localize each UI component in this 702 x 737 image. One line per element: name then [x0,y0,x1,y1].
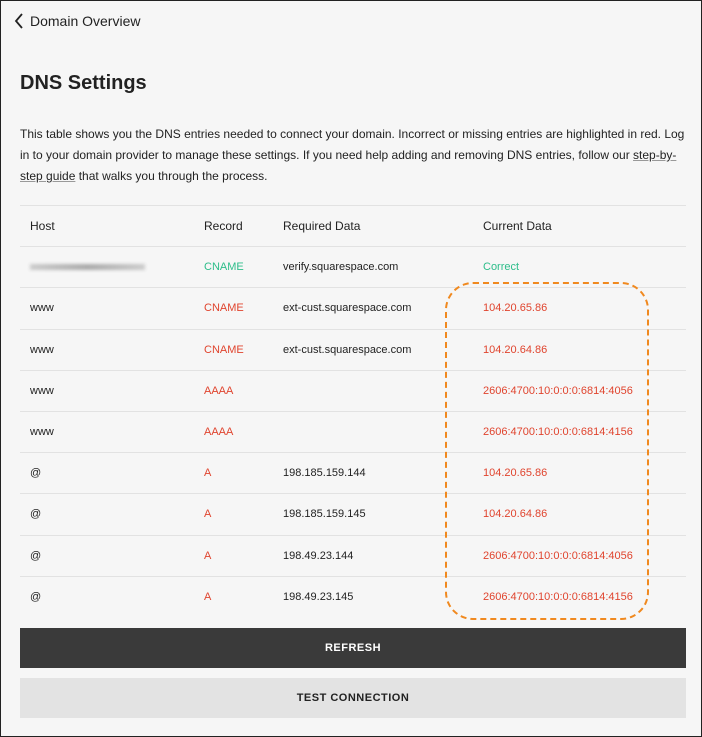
current-cell: 2606:4700:10:0:0:0:6814:4056 [483,384,633,397]
record-cell: A [204,591,212,604]
current-cell: 104.20.65.86 [483,467,548,480]
current-cell: 104.20.64.86 [483,343,548,356]
host-cell: @ [30,591,42,604]
table-row: @ A 198.49.23.145 2606:4700:10:0:0:0:681… [20,576,686,617]
host-cell: www [30,343,54,356]
record-cell: CNAME [204,343,244,356]
required-cell: 198.185.159.145 [283,508,366,521]
required-cell [283,411,483,452]
host-cell: www [30,384,54,397]
dns-table: Host Record Required Data Current Data C… [20,205,686,617]
table-row: www CNAME ext-cust.squarespace.com 104.2… [20,329,686,370]
record-cell: A [204,549,212,562]
host-cell: www [30,302,54,315]
description-text: This table shows you the DNS entries nee… [20,127,685,162]
required-cell: ext-cust.squarespace.com [283,302,412,315]
current-cell: Correct [483,261,520,274]
header-required: Required Data [283,219,361,234]
host-cell: @ [30,549,42,562]
required-cell: 198.49.23.145 [283,591,354,604]
host-cell: @ [30,467,42,480]
current-cell: 2606:4700:10:0:0:0:6814:4156 [483,591,633,604]
table-header: Host Record Required Data Current Data [20,205,686,247]
table-row: CNAME verify.squarespace.com Correct [20,246,686,288]
table-row: @ A 198.185.159.145 104.20.64.86 [20,493,686,535]
header-current: Current Data [483,219,552,234]
record-cell: A [204,508,212,521]
host-cell: @ [30,508,42,521]
host-cell [20,247,204,288]
record-cell: AAAA [204,426,234,439]
back-link[interactable]: Domain Overview [14,13,140,29]
refresh-button[interactable]: REFRESH [20,628,686,668]
table-row: www AAAA 2606:4700:10:0:0:0:6814:4056 [20,370,686,411]
guide-link[interactable]: step-by-step guide [20,148,677,183]
chevron-left-icon [14,13,23,29]
table-row: @ A 198.185.159.144 104.20.65.86 [20,452,686,494]
required-cell: ext-cust.squarespace.com [283,343,412,356]
current-cell: 104.20.64.86 [483,508,548,521]
header-record: Record [204,219,243,234]
page-title: DNS Settings [20,72,147,94]
table-row: @ A 198.49.23.144 2606:4700:10:0:0:0:681… [20,535,686,576]
header-host: Host [30,219,55,234]
host-cell: www [30,426,54,439]
record-cell: AAAA [204,384,234,397]
description: This table shows you the DNS entries nee… [20,124,686,187]
table-row: www CNAME ext-cust.squarespace.com 104.2… [20,287,686,329]
required-cell: 198.185.159.144 [283,467,366,480]
back-label: Domain Overview [30,13,141,29]
record-cell: A [204,467,212,480]
current-cell: 104.20.65.86 [483,302,548,315]
current-cell: 2606:4700:10:0:0:0:6814:4056 [483,549,633,562]
required-cell: verify.squarespace.com [283,261,399,274]
test-connection-button[interactable]: TEST CONNECTION [20,678,686,718]
table-row: www AAAA 2606:4700:10:0:0:0:6814:4156 [20,411,686,452]
current-cell: 2606:4700:10:0:0:0:6814:4156 [483,426,633,439]
description-suffix: that walks you through the process. [75,169,268,183]
redacted-host [30,264,145,271]
required-cell [283,370,483,411]
required-cell: 198.49.23.144 [283,549,354,562]
record-cell: CNAME [204,302,244,315]
record-cell: CNAME [204,261,244,274]
